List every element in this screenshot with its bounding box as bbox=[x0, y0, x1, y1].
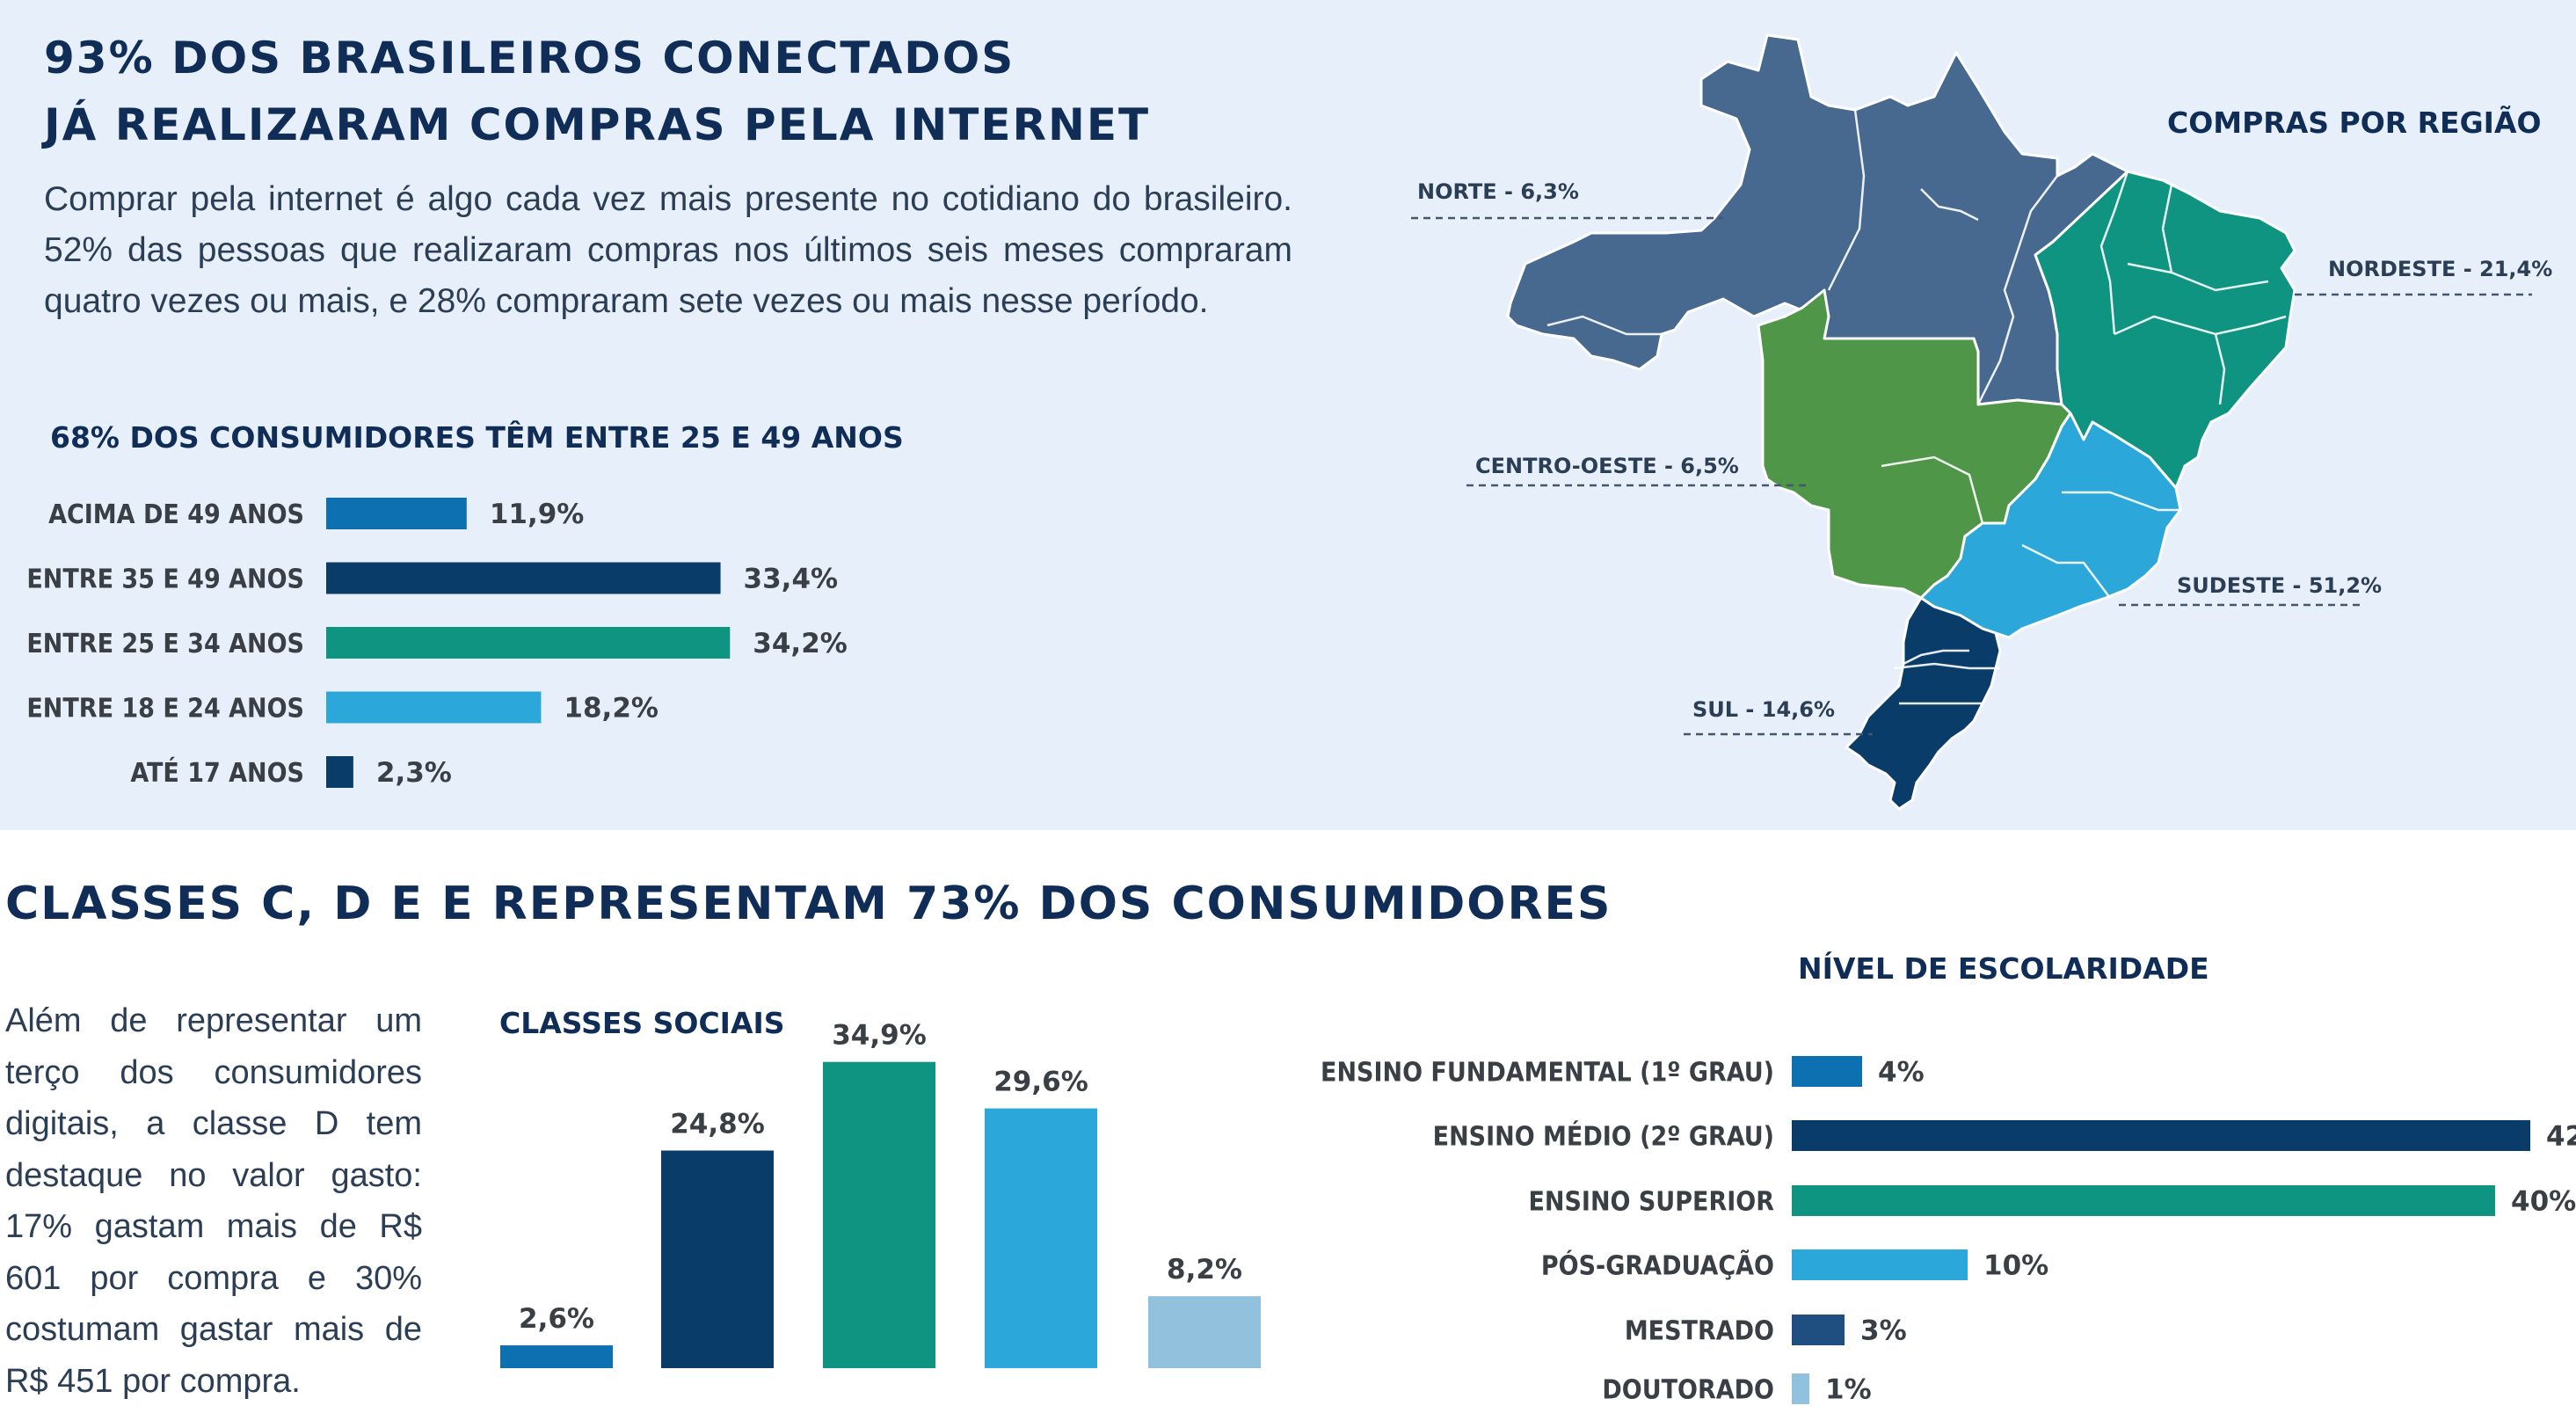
headline-line-1: 93% DOS BRASILEIROS CONECTADOS bbox=[44, 33, 1015, 84]
education-value-label: 3% bbox=[1860, 1315, 1907, 1347]
region-label-nordeste: NORDESTE - 21,4% bbox=[2328, 257, 2552, 281]
class-bar bbox=[500, 1345, 613, 1368]
age-bar bbox=[326, 627, 731, 659]
brazil-map: NORTE - 6,3% NORDESTE - 21,4% CENTRO-OES… bbox=[1411, 33, 2552, 811]
education-value-label: 42% bbox=[2546, 1121, 2576, 1153]
classes-chart-title: CLASSES SOCIAIS bbox=[499, 1006, 785, 1040]
age-bar bbox=[326, 562, 721, 594]
education-bar bbox=[1792, 1185, 2495, 1216]
class-value-label: 29,6% bbox=[993, 1067, 1088, 1098]
classes-paragraph: Além de representar um terço dos consumi… bbox=[5, 1002, 422, 1400]
class-value-label: 34,9% bbox=[832, 1020, 927, 1052]
education-value-label: 4% bbox=[1878, 1057, 1925, 1089]
region-label-sudeste: SUDESTE - 51,2% bbox=[2177, 573, 2382, 598]
age-bar-chart: ACIMA DE 49 ANOS 11,9% ENTRE 35 E 49 ANOS 3… bbox=[26, 498, 848, 789]
class-bar bbox=[661, 1150, 774, 1368]
education-value-label: 1% bbox=[1825, 1374, 1872, 1406]
age-value-label: 11,9% bbox=[490, 499, 585, 530]
education-category-label: MESTRADO bbox=[1625, 1316, 1774, 1347]
headline: 93% DOS BRASILEIROS CONECTADOS JÁ REALIZ… bbox=[44, 25, 1150, 158]
class-bar bbox=[823, 1061, 935, 1368]
education-category-label: DOUTORADO bbox=[1602, 1375, 1774, 1406]
age-bar bbox=[326, 691, 542, 724]
education-category-label: ENSINO MÉDIO (2º GRAU) bbox=[1433, 1121, 1774, 1153]
education-value-label: 40% bbox=[2511, 1186, 2576, 1218]
class-bar bbox=[985, 1108, 1097, 1368]
region-map-title: COMPRAS POR REGIÃO bbox=[2167, 106, 2542, 140]
education-bar bbox=[1792, 1315, 1845, 1345]
region-label-norte: NORTE - 6,3% bbox=[1417, 179, 1579, 204]
education-category-label: PÓS-GRADUAÇÃO bbox=[1541, 1249, 1774, 1282]
education-bar bbox=[1792, 1373, 1809, 1404]
headline-line-2: JÁ REALIZARAM COMPRAS PELA INTERNET bbox=[44, 99, 1151, 150]
class-bar bbox=[1148, 1296, 1261, 1368]
age-bar bbox=[326, 756, 353, 788]
education-bar bbox=[1792, 1120, 2530, 1151]
class-value-label: 8,2% bbox=[1167, 1254, 1242, 1286]
classes-headline: CLASSES C, D E E REPRESENTAM 73% DOS CON… bbox=[5, 878, 1612, 930]
education-bar bbox=[1792, 1249, 1968, 1280]
age-value-label: 18,2% bbox=[564, 693, 659, 725]
class-value-label: 2,6% bbox=[519, 1303, 594, 1335]
education-bar bbox=[1792, 1056, 1862, 1087]
region-sudeste-shape bbox=[1919, 412, 2182, 639]
region-label-sul: SUL - 14,6% bbox=[1692, 697, 1835, 722]
education-value-label: 10% bbox=[1983, 1250, 2048, 1282]
class-value-label: 24,8% bbox=[670, 1108, 765, 1140]
education-category-label: ENSINO FUNDAMENTAL (1º GRAU) bbox=[1321, 1058, 1774, 1089]
age-category-label: ENTRE 25 E 34 ANOS bbox=[26, 629, 304, 659]
region-nordeste-shape bbox=[2034, 170, 2296, 490]
age-category-label: ATÉ 17 ANOS bbox=[130, 757, 304, 789]
intro-paragraph: Comprar pela internet é algo cada vez ma… bbox=[44, 180, 1292, 320]
age-category-label: ENTRE 35 E 49 ANOS bbox=[26, 564, 304, 595]
age-category-label: ACIMA DE 49 ANOS bbox=[48, 499, 304, 530]
age-bar bbox=[326, 498, 467, 529]
age-value-label: 2,3% bbox=[376, 757, 452, 789]
education-chart-title: NÍVEL DE ESCOLARIDADE bbox=[1798, 951, 2209, 986]
age-value-label: 33,4% bbox=[744, 564, 839, 595]
region-norte-shape bbox=[1506, 33, 2129, 406]
age-category-label: ENTRE 18 E 24 ANOS bbox=[26, 694, 304, 725]
education-category-label: ENSINO SUPERIOR bbox=[1528, 1187, 1774, 1218]
age-value-label: 34,2% bbox=[753, 628, 848, 659]
region-label-centro-oeste: CENTRO-OESTE - 6,5% bbox=[1475, 454, 1739, 478]
age-chart-title: 68% DOS CONSUMIDORES TÊM ENTRE 25 E 49 A… bbox=[50, 420, 904, 455]
